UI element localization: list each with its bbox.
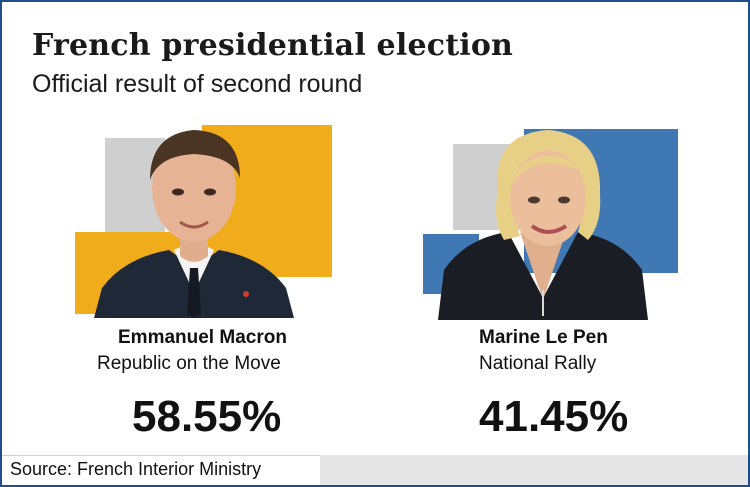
- le-pen-portrait-icon: [438, 130, 648, 320]
- source-note: Source: French Interior Ministry: [10, 459, 262, 479]
- chart-subtitle: Official result of second round: [32, 70, 363, 98]
- candidate-name-le-pen: Marine Le Pen: [479, 327, 608, 348]
- candidate-party-le-pen: National Rally: [479, 353, 597, 374]
- candidate-party-macron: Republic on the Move: [97, 353, 281, 374]
- vote-share-macron: 58.55%: [132, 392, 282, 441]
- candidate-name-macron: Emmanuel Macron: [118, 327, 287, 348]
- chart-title: French presidential election: [32, 28, 514, 63]
- source-strip: [2, 455, 320, 485]
- macron-portrait-icon: [94, 130, 294, 318]
- vote-share-le-pen: 41.45%: [479, 392, 629, 441]
